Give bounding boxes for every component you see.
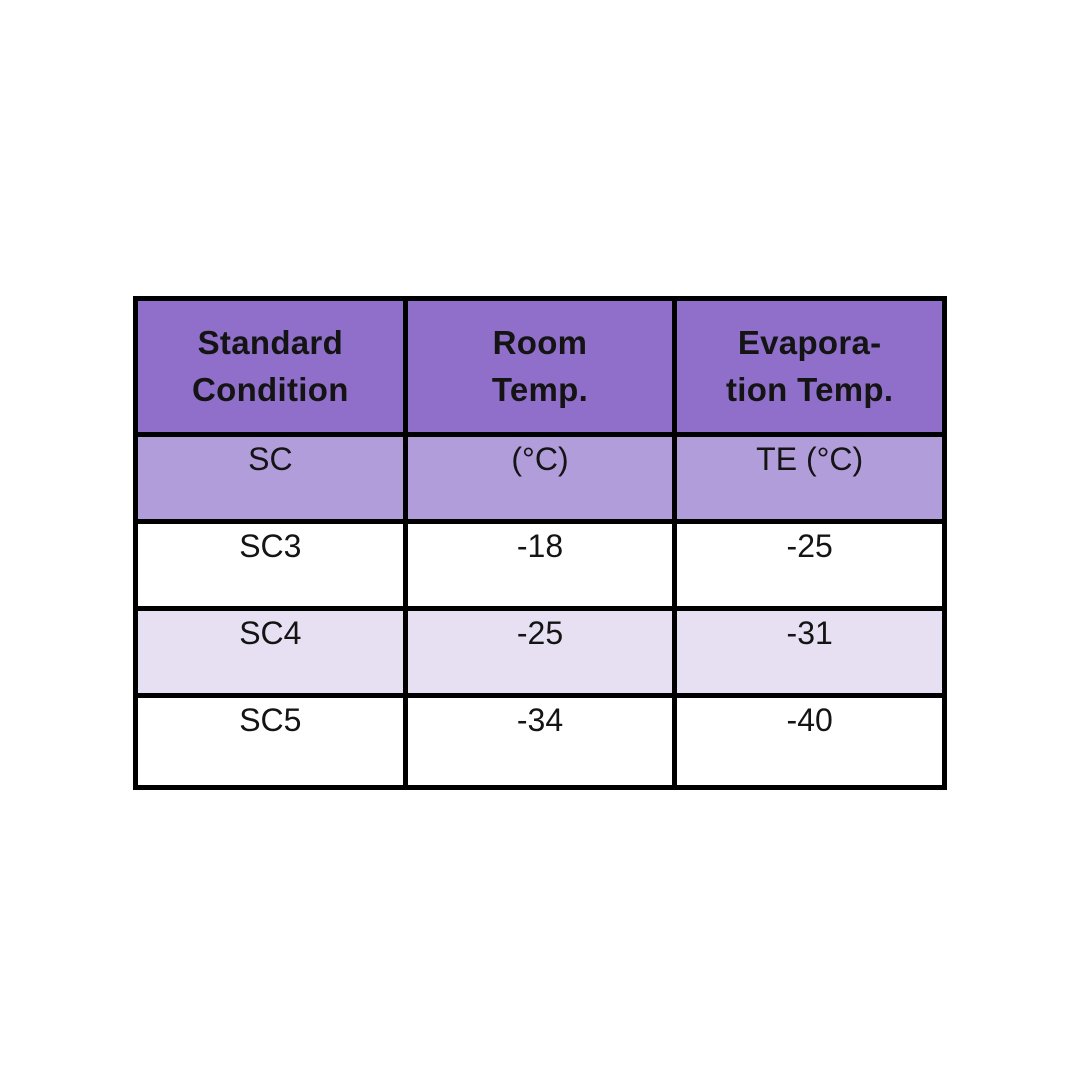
cell-condition: SC4 (133, 606, 408, 698)
cell-evap-temp: -25 (672, 519, 947, 611)
cell-condition: SC5 (133, 693, 408, 790)
header-line: Room (492, 323, 588, 361)
cell-condition: SC3 (133, 519, 408, 611)
table-row-sc5: SC5 -34 -40 (133, 693, 947, 790)
subheader-cell-sc: SC (133, 432, 408, 524)
header-line: tion Temp. (725, 370, 894, 408)
header-cell-room-temp: Room Temp. (402, 296, 678, 437)
header-line: Evapora- (737, 323, 882, 361)
header-cell-evaporation-temp: Evapora- tion Temp. (672, 296, 947, 437)
cell-evap-temp: -40 (672, 693, 947, 790)
standard-conditions-table: Standard Condition Room Temp. Evapora- t… (133, 296, 947, 790)
header-line: Standard (197, 323, 344, 361)
cell-room-temp: -18 (402, 519, 678, 611)
cell-room-temp: -25 (402, 606, 678, 698)
header-line: Condition (192, 370, 349, 408)
table-row-sc4: SC4 -25 -31 (133, 606, 947, 698)
subheader-cell-room-unit: (°C) (402, 432, 678, 524)
table-subheader-row: SC (°C) TE (°C) (133, 432, 947, 524)
header-cell-standard-condition: Standard Condition (133, 296, 408, 437)
cell-room-temp: -34 (402, 693, 678, 790)
table-row-sc3: SC3 -18 -25 (133, 519, 947, 611)
table-header-row: Standard Condition Room Temp. Evapora- t… (133, 296, 947, 437)
cell-evap-temp: -31 (672, 606, 947, 698)
subheader-cell-te-unit: TE (°C) (672, 432, 947, 524)
header-line: Temp. (491, 370, 589, 408)
